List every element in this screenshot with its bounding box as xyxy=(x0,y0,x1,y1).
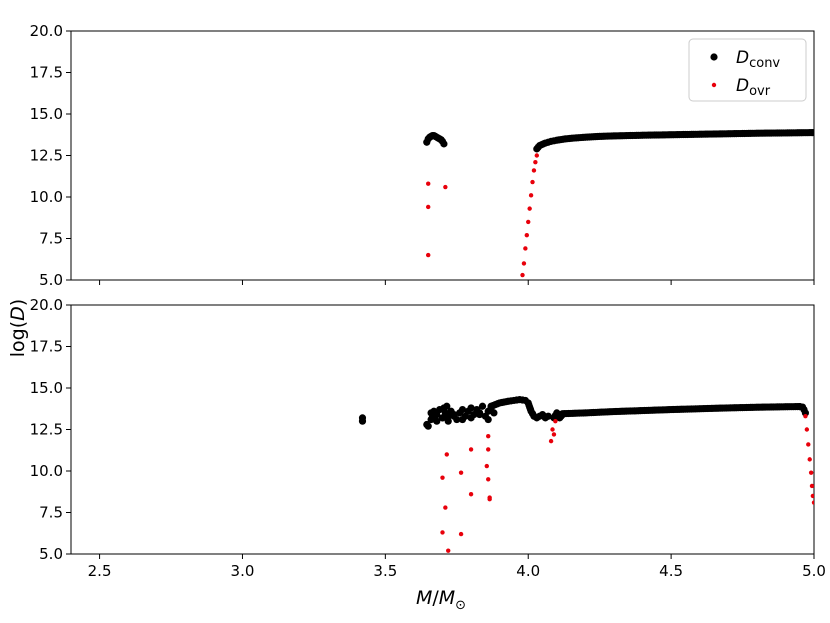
bottom-ovr-point xyxy=(443,505,448,510)
bottom-panel: 5.0 7.5 10.0 12.5 15.0 17.5 20.0 2.5 3.0 3.5 4.0 4.… xyxy=(30,296,826,580)
bottom-y-tick-label: 10.0 xyxy=(30,462,63,480)
bottom-x-tick-label: 4.0 xyxy=(516,562,540,580)
y-axis-label: log(D) xyxy=(7,299,29,357)
top-conv-point xyxy=(440,140,448,148)
bottom-conv-point xyxy=(358,414,367,422)
bottom-ovr-point xyxy=(440,530,445,535)
bottom-ovr-point xyxy=(803,414,808,419)
top-y-tick-label: 12.5 xyxy=(30,147,63,165)
bottom-y-tick-label: 17.5 xyxy=(30,338,63,356)
bottom-conv-point xyxy=(424,422,432,430)
top-y-tick-label: 17.5 xyxy=(30,64,63,82)
bottom-conv-point xyxy=(484,415,492,424)
top-ovr-point xyxy=(524,232,530,238)
bottom-conv-point xyxy=(476,410,484,419)
bottom-ovr-point xyxy=(807,457,812,462)
bottom-ovr-point xyxy=(468,447,474,452)
bottom-y-tick-label: 7.5 xyxy=(39,504,63,522)
legend-marker-conv xyxy=(710,53,718,61)
top-y-tick-label: 10.0 xyxy=(30,188,63,206)
top-ovr-point xyxy=(426,252,431,258)
x-axis-label: M/M⊙ xyxy=(416,587,466,613)
bottom-conv-point xyxy=(490,409,498,417)
bottom-ovr-point xyxy=(550,427,555,432)
bottom-x-tick-label: 3.0 xyxy=(231,562,255,580)
bottom-conv-point xyxy=(450,412,458,420)
bottom-ovr-point xyxy=(810,493,814,499)
bottom-ovr-point xyxy=(486,447,491,452)
bottom-ovr-point xyxy=(440,475,445,480)
top-y-tick-label: 20.0 xyxy=(30,22,63,40)
legend-marker-ovr xyxy=(711,82,717,88)
top-ovr-point xyxy=(443,184,448,190)
top-ovr-point xyxy=(530,179,535,185)
bottom-conv-point xyxy=(467,414,475,422)
bottom-ovr-point xyxy=(551,432,557,437)
bottom-conv-point xyxy=(467,404,475,412)
bottom-conv-point xyxy=(427,415,435,424)
top-y-tick-label: 15.0 xyxy=(30,105,63,123)
bottom-ovr-point xyxy=(548,438,554,444)
bottom-conv-point xyxy=(458,405,467,414)
bottom-x-tick-label: 3.5 xyxy=(373,562,397,580)
bottom-y-tick-label: 20.0 xyxy=(30,296,63,314)
bottom-x-tick-label: 2.5 xyxy=(88,562,112,580)
bottom-plot-frame xyxy=(70,304,815,555)
legend-label-conv: Dconv xyxy=(736,48,780,71)
top-ovr-point xyxy=(426,181,431,186)
bottom-ovr-point xyxy=(444,452,449,457)
bottom-ovr-point xyxy=(809,483,814,489)
top-ovr-point xyxy=(526,219,531,225)
top-ovr-point xyxy=(531,168,537,173)
top-ovr-point xyxy=(534,153,540,158)
top-y-tick-label: 7.5 xyxy=(39,230,63,248)
legend-label-ovr: Dovr xyxy=(736,76,771,99)
top-panel: 5.0 7.5 10.0 12.5 15.0 17.5 20.0 xyxy=(30,22,815,289)
bottom-ovr-point xyxy=(811,500,814,505)
bottom-ovr-point xyxy=(468,492,474,497)
legend: Dconv Dovr xyxy=(688,38,807,102)
bottom-ovr-point xyxy=(487,497,492,502)
bottom-ovr-point xyxy=(486,477,491,482)
bottom-ovr-point xyxy=(458,470,464,475)
top-ovr-point xyxy=(520,272,525,278)
bottom-conv-point xyxy=(443,402,451,410)
bottom-conv-point xyxy=(544,412,552,420)
bottom-ovr-point xyxy=(446,548,451,553)
bottom-conv-point xyxy=(444,417,452,425)
top-ovr-point xyxy=(521,261,527,266)
top-ovr-point xyxy=(527,206,532,211)
top-plot-area xyxy=(423,128,814,278)
bottom-y-tick-label: 5.0 xyxy=(39,545,63,563)
top-ovr-point xyxy=(523,246,528,251)
top-ovr-point xyxy=(426,204,431,210)
bottom-conv-point xyxy=(458,415,467,424)
bottom-x-tick-label: 4.5 xyxy=(659,562,683,580)
bottom-conv-point xyxy=(478,402,487,410)
top-ovr-point xyxy=(533,159,538,165)
bottom-ovr-point xyxy=(804,427,810,432)
bottom-ovr-point xyxy=(806,442,811,447)
bottom-ovr-point xyxy=(808,470,814,475)
legend-box xyxy=(688,38,807,102)
bottom-ovr-point xyxy=(458,531,464,537)
top-conv-point xyxy=(810,128,814,137)
bottom-ovr-point xyxy=(484,463,489,469)
bottom-y-tick-label: 15.0 xyxy=(30,379,63,397)
bottom-conv-point xyxy=(801,409,810,417)
bottom-plot-area xyxy=(358,396,814,553)
bottom-ovr-point xyxy=(486,433,491,439)
top-ovr-point xyxy=(528,193,534,198)
top-y-tick-label: 5.0 xyxy=(39,271,63,289)
bottom-ovr-point xyxy=(553,419,558,424)
bottom-conv-point xyxy=(433,417,441,425)
bottom-x-tick-label: 5.0 xyxy=(802,562,826,580)
bottom-conv-point xyxy=(438,414,447,422)
bottom-y-tick-label: 12.5 xyxy=(30,421,63,439)
